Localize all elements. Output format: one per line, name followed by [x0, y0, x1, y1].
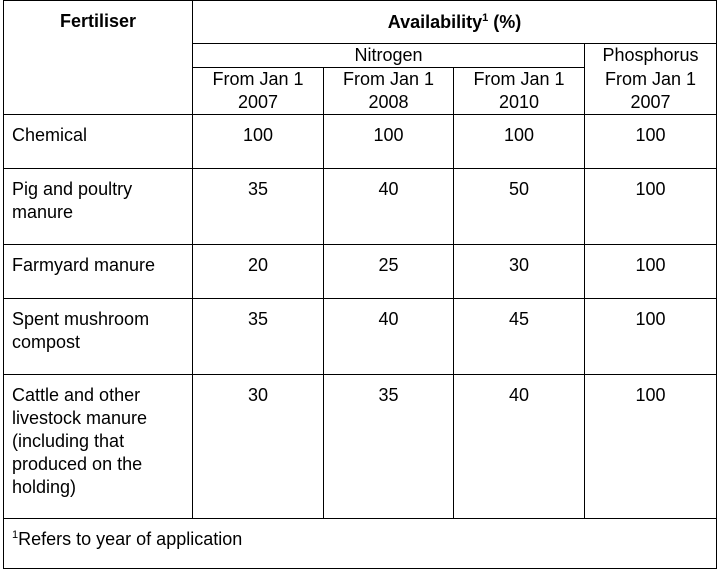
date-header-line1: From Jan 1 [212, 69, 304, 89]
value-cell: 35 [192, 298, 324, 375]
phosphorus-header: Phosphorus [584, 43, 717, 68]
nitrogen-header-label: Nitrogen [354, 45, 423, 65]
value-cell: 45 [453, 298, 585, 375]
date-header-cell: From Jan 1 2008 [323, 67, 454, 115]
value-cell: 100 [453, 114, 585, 169]
availability-footnote-marker: 1 [482, 11, 489, 24]
value-cell: 100 [584, 244, 717, 299]
value-cell: 30 [453, 244, 585, 299]
phosphorus-header-label: Phosphorus [602, 45, 699, 65]
table-row: Pig and poultry manure 35 40 50 100 [3, 168, 717, 245]
value-cell: 50 [453, 168, 585, 245]
date-header-line2: 2007 [237, 92, 279, 112]
availability-unit: (%) [488, 11, 522, 32]
value-cell: 35 [192, 168, 324, 245]
value-cell: 100 [584, 168, 717, 245]
fertiliser-name: Farmyard manure [3, 244, 193, 299]
value-cell: 100 [584, 374, 717, 519]
date-header-line2: 2010 [498, 92, 540, 112]
fertiliser-name: Pig and poultry manure [3, 168, 193, 245]
value-cell: 25 [323, 244, 454, 299]
fertiliser-name: Chemical [3, 114, 193, 169]
value-cell: 100 [584, 298, 717, 375]
date-header-line2: 2007 [630, 91, 671, 112]
nutrient-header-row: Nitrogen Phosphorus [4, 43, 717, 68]
value-cell: 100 [323, 114, 454, 169]
date-header-line1: From Jan 1 [473, 69, 565, 89]
value-cell: 30 [192, 374, 324, 519]
date-header-cell: From Jan 1 2010 [453, 67, 585, 115]
value-cell: 35 [323, 374, 454, 519]
availability-header: Availability1 (%) [192, 0, 717, 44]
header-row: Fertiliser Availability1 (%) [3, 0, 717, 115]
date-header-cell: From Jan 1 2007 [192, 67, 324, 115]
table-row: Cattle and other livestock manure (inclu… [3, 374, 717, 519]
value-cell: 100 [192, 114, 324, 169]
value-cell: 40 [323, 168, 454, 245]
availability-header-label: Availability [387, 11, 483, 32]
value-cell: 40 [323, 298, 454, 375]
fertiliser-availability-table: Fertiliser Availability1 (%) Nitrogen Ph… [3, 0, 717, 569]
date-header-cell: From Jan 1 2007 [584, 67, 717, 115]
fertiliser-name: Spent mushroom compost [3, 298, 193, 375]
footnote-row: 1Refers to year of application [3, 518, 717, 569]
fertiliser-header-label: Fertiliser [59, 11, 137, 31]
date-header-line2: 2008 [368, 92, 409, 112]
value-cell: 100 [584, 114, 717, 169]
footnote: 1Refers to year of application [3, 518, 717, 569]
table-row: Chemical 100 100 100 100 [3, 114, 717, 169]
table-row: Spent mushroom compost 35 40 45 100 [3, 298, 717, 375]
value-cell: 40 [453, 374, 585, 519]
value-cell: 20 [192, 244, 324, 299]
date-header-line1: From Jan 1 [604, 68, 697, 89]
fertiliser-header: Fertiliser [3, 0, 193, 115]
table-row: Farmyard manure 20 25 30 100 [3, 244, 717, 299]
date-header-line1: From Jan 1 [342, 69, 435, 89]
footnote-text: Refers to year of application [18, 529, 243, 549]
fertiliser-name: Cattle and other livestock manure (inclu… [3, 374, 193, 519]
nitrogen-header: Nitrogen [192, 43, 585, 68]
